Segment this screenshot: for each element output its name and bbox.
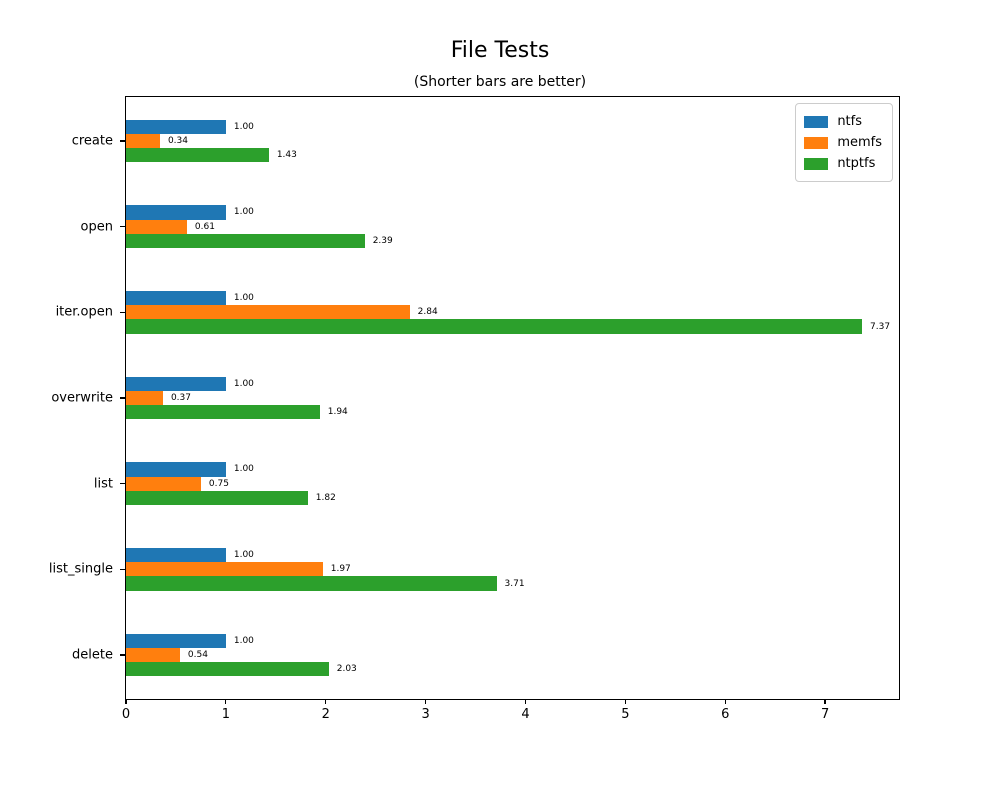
- bar-value-label: 2.84: [417, 307, 438, 318]
- bar-ntptfs-overwrite: [126, 405, 320, 420]
- bar-ntptfs-iter.open: [126, 319, 863, 334]
- category-label: overwrite: [51, 390, 113, 406]
- y-tick: [120, 654, 125, 656]
- bar-value-label: 1.00: [233, 121, 254, 132]
- legend-item-ntptfs: ntptfs: [804, 153, 882, 174]
- category-label: iter.open: [55, 304, 113, 320]
- y-tick: [120, 140, 125, 142]
- bar-ntfs-create: [126, 119, 226, 134]
- bar-value-label: 2.39: [372, 235, 393, 246]
- plot-area: 1.00 0.34 1.43 1.00 0.61 2.39 1.00 2.84 7.37 1.00…: [49, 96, 900, 722]
- bar-value-label: 1.00: [233, 207, 254, 218]
- y-tick: [120, 226, 125, 228]
- x-tick-label: 0: [121, 707, 131, 722]
- bar-value-label: 1.00: [233, 293, 254, 304]
- legend: ntfs memfs ntptfs: [795, 103, 893, 182]
- x-tick-label: 2: [321, 707, 330, 722]
- bar-value-label: 1.82: [315, 492, 336, 503]
- x-tick-label: 7: [820, 707, 830, 722]
- bar-value-label: 0.75: [208, 478, 229, 489]
- legend-swatch-icon: [804, 115, 829, 128]
- bar-value-label: 1.97: [330, 564, 351, 575]
- legend-label: ntfs: [837, 114, 862, 129]
- bar-value-label: 1.94: [327, 407, 348, 418]
- legend-item-memfs: memfs: [804, 132, 882, 153]
- bar-ntfs-delete: [126, 633, 226, 648]
- bar-value-label: 0.54: [187, 650, 208, 660]
- x-tick-label: 3: [421, 707, 430, 722]
- bar-ntfs-open: [126, 205, 226, 220]
- y-tick: [120, 483, 125, 485]
- bar-ntptfs-open: [126, 233, 365, 249]
- y-tick: [120, 397, 125, 399]
- x-tick-label: 5: [621, 707, 630, 722]
- x-tick-label: 4: [521, 707, 530, 722]
- y-tick: [120, 311, 125, 313]
- bar-value-label: 7.37: [870, 321, 891, 332]
- bar-value-label: 1.00: [233, 378, 254, 389]
- bar-memfs-list: [126, 476, 201, 491]
- bar-value-label: 1.00: [233, 464, 254, 475]
- bar-memfs-list_single: [126, 562, 323, 577]
- legend-label: memfs: [837, 135, 882, 150]
- legend-swatch-icon: [804, 157, 829, 170]
- x-tick: [225, 699, 227, 704]
- bar-ntptfs-list: [126, 490, 308, 506]
- bar-value-label: 0.37: [170, 393, 191, 403]
- x-tick: [724, 699, 726, 704]
- bar-ntfs-list_single: [126, 547, 226, 563]
- y-tick: [120, 568, 125, 570]
- category-label: list_single: [48, 561, 113, 577]
- category-label: open: [80, 219, 113, 235]
- chart-title: File Tests: [450, 38, 550, 63]
- bar-value-label: 2.03: [336, 664, 357, 675]
- bar-value-label: 1.00: [233, 550, 254, 561]
- x-tick-label: 1: [221, 707, 230, 722]
- bar-ntfs-overwrite: [126, 376, 226, 391]
- x-tick: [425, 699, 427, 704]
- bar-memfs-create: [126, 133, 160, 149]
- category-label: list: [93, 476, 113, 492]
- bar-value-label: 0.61: [194, 221, 215, 232]
- legend-item-ntfs: ntfs: [804, 111, 882, 132]
- bar-ntptfs-list_single: [126, 576, 497, 591]
- bar-memfs-iter.open: [126, 305, 410, 320]
- category-label: create: [71, 133, 113, 149]
- x-tick: [624, 699, 626, 704]
- bar-ntptfs-delete: [126, 662, 329, 677]
- x-tick: [325, 699, 327, 704]
- legend-swatch-icon: [804, 136, 829, 149]
- bar-ntptfs-create: [126, 148, 269, 163]
- bar-value-label: 1.43: [276, 150, 297, 161]
- bar-memfs-overwrite: [126, 390, 163, 406]
- x-tick: [524, 699, 527, 704]
- legend-label: ntptfs: [837, 156, 876, 171]
- x-tick: [125, 699, 127, 704]
- x-tick-label: 6: [721, 707, 730, 722]
- bar-ntfs-list: [126, 462, 226, 477]
- bar-ntfs-iter.open: [126, 290, 226, 306]
- bar-value-label: 3.71: [504, 578, 525, 589]
- x-tick: [824, 699, 826, 704]
- bar-value-label: 0.34: [167, 136, 188, 146]
- bar-memfs-delete: [126, 647, 180, 663]
- bar-value-label: 1.00: [233, 635, 254, 646]
- chart-subtitle: (Shorter bars are better): [413, 74, 587, 90]
- category-label: delete: [72, 647, 113, 663]
- bar-memfs-open: [126, 219, 187, 234]
